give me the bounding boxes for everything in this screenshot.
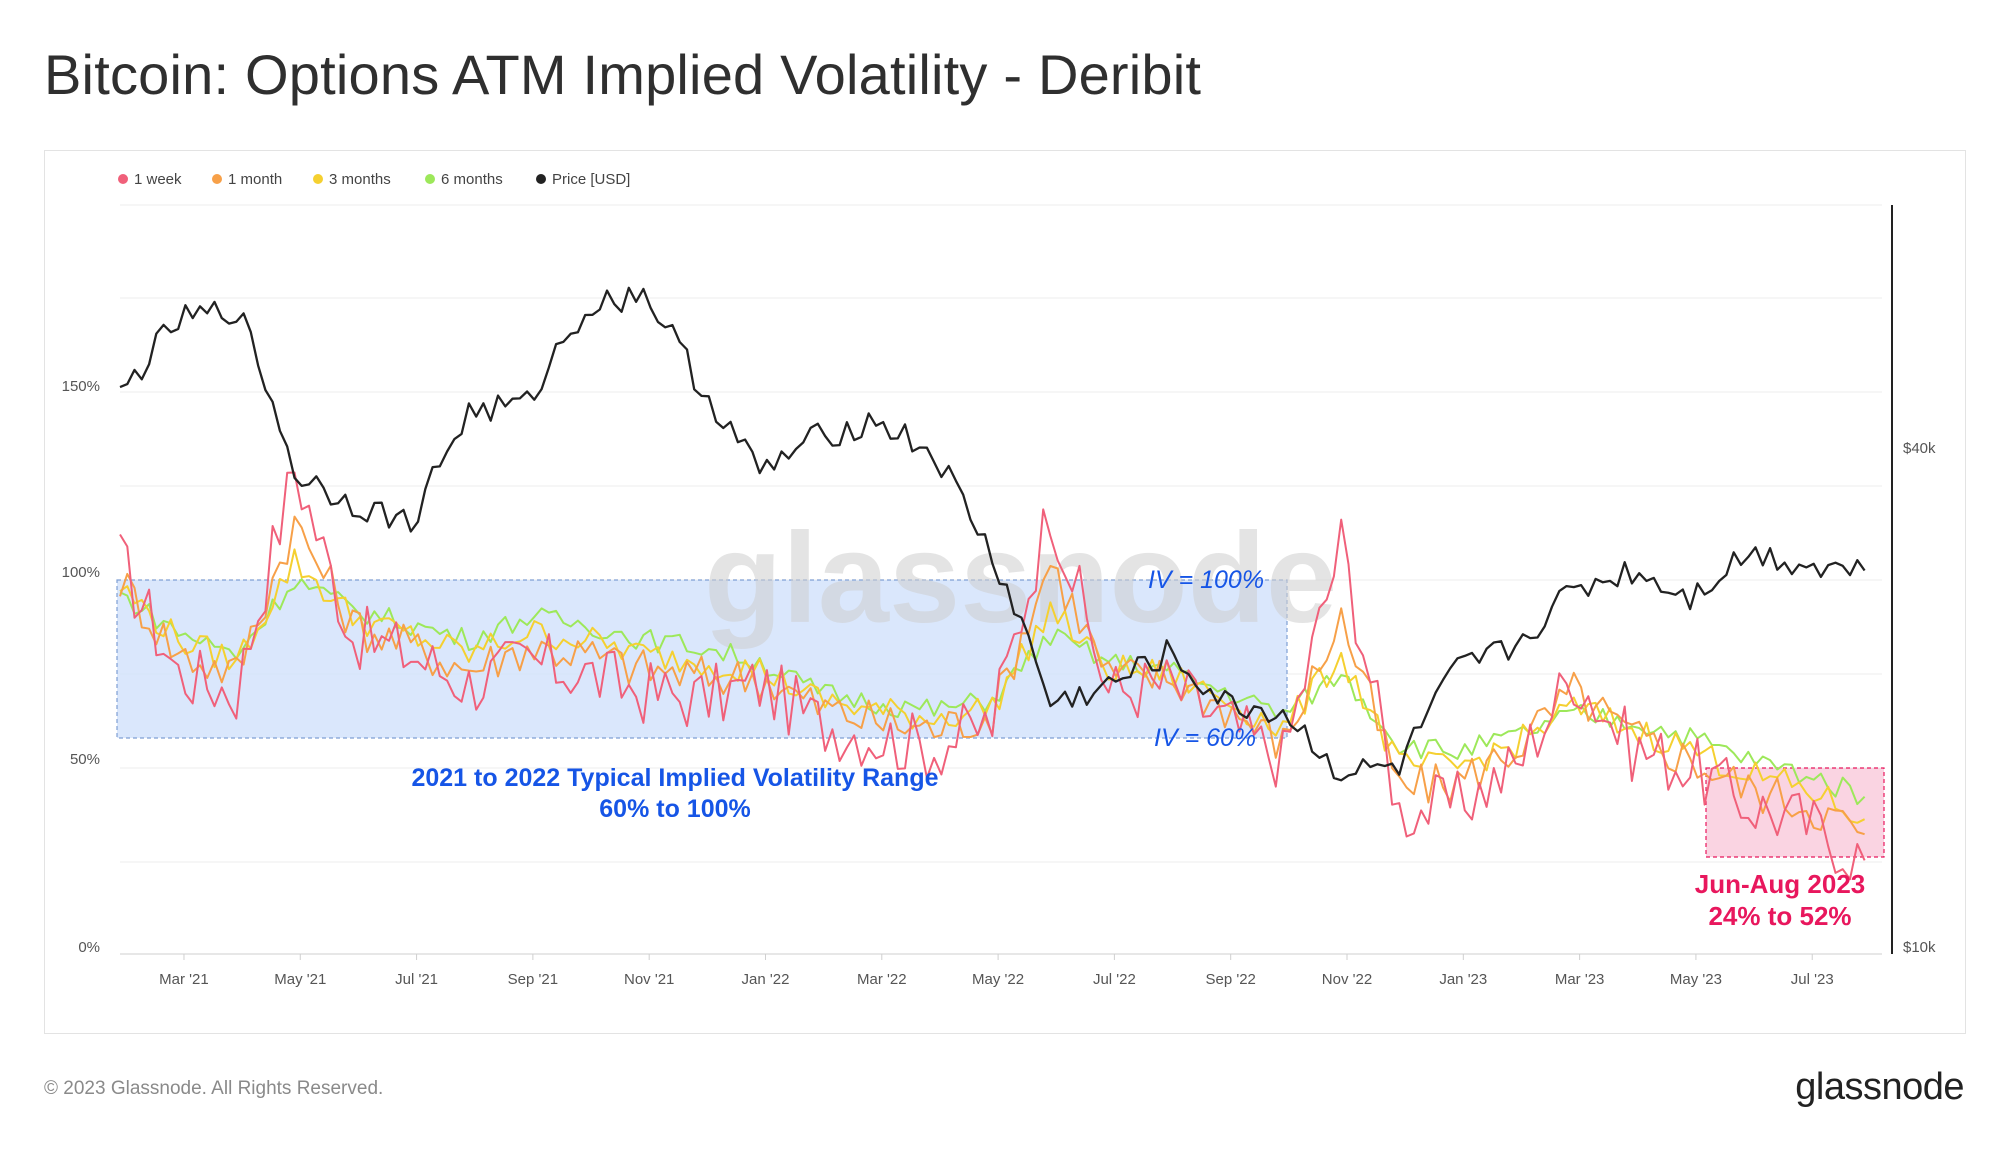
series-line-1-week[interactable]: [119, 471, 1866, 881]
series-layer: [119, 286, 1866, 881]
copyright-footer: © 2023 Glassnode. All Rights Reserved.: [44, 1078, 384, 1099]
x-tick-label: Jul '22: [1093, 971, 1136, 988]
watermark-logo: glassnode: [704, 507, 1337, 650]
legend-label-price: Price [USD]: [552, 171, 630, 188]
y-axis-right: $10k $40k: [1891, 205, 1936, 956]
x-tick-label: May '23: [1670, 971, 1722, 988]
legend-item-3months[interactable]: 3 months: [313, 171, 391, 188]
x-tick-label: Nov '22: [1322, 971, 1372, 988]
x-tick-label: Jul '21: [395, 971, 438, 988]
y-tick-label: 50%: [70, 751, 100, 768]
series-line-3-months[interactable]: [119, 548, 1866, 824]
y-tick-label: 100%: [62, 564, 100, 581]
x-tick-label: Mar '21: [159, 971, 209, 988]
x-tick-label: Nov '21: [624, 971, 674, 988]
x-tick-label: Jan '22: [742, 971, 790, 988]
legend-dot-3months: [313, 174, 323, 184]
pink-band-range: 24% to 52%: [1708, 901, 1851, 931]
iv-top-annotation: IV = 100%: [1148, 566, 1264, 594]
legend-item-1month[interactable]: 1 month: [212, 171, 282, 188]
x-tick-label: Sep '22: [1205, 971, 1255, 988]
current-iv-band: [1705, 767, 1885, 858]
iv-bottom-annotation: IV = 60%: [1154, 724, 1256, 752]
x-axis: Mar '21 May '21 Jul '21 Sep '21 Nov '21 Jan '…: [120, 953, 1882, 988]
y-tick-label: 150%: [62, 378, 100, 395]
legend-label-1week: 1 week: [134, 171, 182, 188]
legend-item-6months[interactable]: 6 months: [425, 171, 503, 188]
series-line-price-usd[interactable]: [119, 286, 1866, 782]
legend-label-6months: 6 months: [441, 171, 503, 188]
x-tick-label: May '21: [274, 971, 326, 988]
legend-dot-1month: [212, 174, 222, 184]
y-tick-label: 0%: [78, 939, 100, 956]
legend-dot-6months: [425, 174, 435, 184]
legend: 1 week 1 month 3 months 6 months Price […: [118, 171, 630, 188]
x-tick-label: Mar '23: [1555, 971, 1605, 988]
chart-title: Bitcoin: Options ATM Implied Volatility …: [44, 43, 1202, 106]
x-tick-label: Jan '23: [1439, 971, 1487, 988]
legend-label-3months: 3 months: [329, 171, 391, 188]
x-tick-label: May '22: [972, 971, 1024, 988]
y-right-tick-label: $40k: [1903, 440, 1936, 457]
brand-logo[interactable]: glassnode: [1795, 1066, 1964, 1108]
chart-frame: [44, 150, 1966, 1034]
x-tick-label: Mar '22: [857, 971, 907, 988]
legend-dot-1week: [118, 174, 128, 184]
x-tick-label: Sep '21: [508, 971, 558, 988]
blue-band-range: 60% to 100%: [599, 795, 750, 823]
legend-dot-price: [536, 174, 546, 184]
y-right-tick-label: $10k: [1903, 939, 1936, 956]
legend-label-1month: 1 month: [228, 171, 282, 188]
y-axis-left: 0% 50% 100% 150%: [62, 378, 100, 956]
x-tick-label: Jul '23: [1791, 971, 1834, 988]
pink-band-title: Jun-Aug 2023: [1695, 869, 1866, 899]
blue-band-title: 2021 to 2022 Typical Implied Volatility …: [411, 764, 938, 792]
legend-item-1week[interactable]: 1 week: [118, 171, 182, 188]
legend-item-price[interactable]: Price [USD]: [536, 171, 630, 188]
